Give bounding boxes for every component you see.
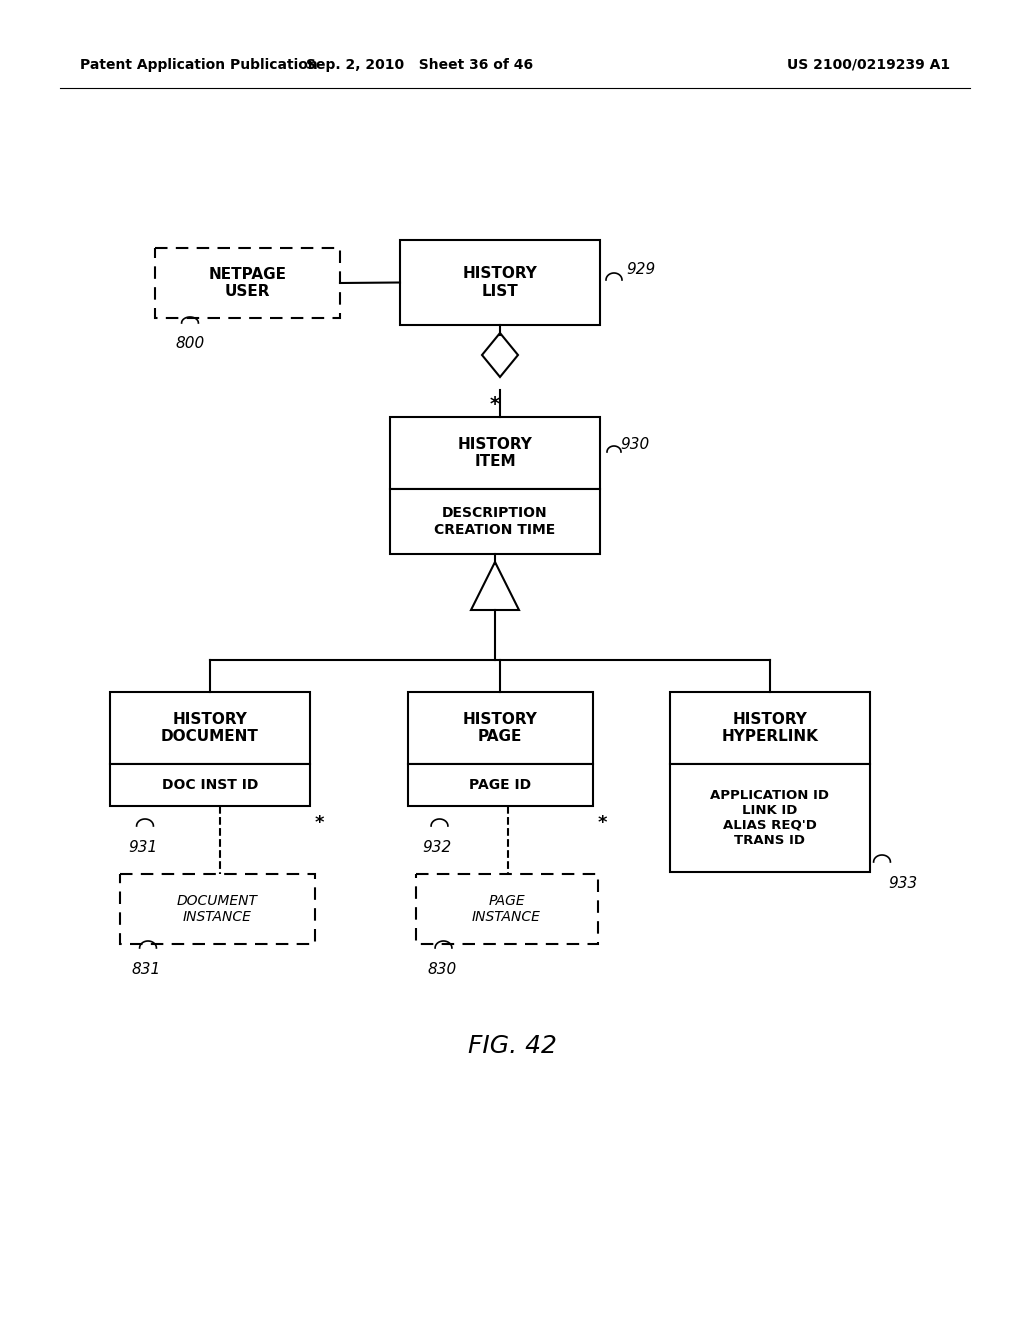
Text: HISTORY
ITEM: HISTORY ITEM: [458, 437, 532, 469]
Text: 831: 831: [132, 962, 161, 977]
Text: HISTORY
PAGE: HISTORY PAGE: [463, 711, 538, 744]
Text: *: *: [489, 395, 500, 414]
Bar: [408, 764, 593, 807]
Text: 931: 931: [128, 840, 158, 855]
Text: APPLICATION ID
LINK ID
ALIAS REQ'D
TRANS ID: APPLICATION ID LINK ID ALIAS REQ'D TRANS…: [711, 789, 829, 847]
Text: FIG. 42: FIG. 42: [468, 1034, 556, 1059]
Bar: [408, 692, 593, 764]
Polygon shape: [471, 562, 519, 610]
Bar: [155, 248, 340, 318]
Text: 830: 830: [427, 962, 457, 977]
Bar: [110, 764, 310, 807]
Text: 930: 930: [620, 437, 649, 451]
Text: 800: 800: [175, 337, 204, 351]
Bar: [390, 488, 600, 554]
Bar: [400, 240, 600, 325]
Text: Patent Application Publication: Patent Application Publication: [80, 58, 317, 73]
Text: 933: 933: [888, 876, 918, 891]
Bar: [390, 417, 600, 488]
Bar: [670, 692, 870, 764]
Bar: [110, 692, 310, 764]
Polygon shape: [482, 333, 518, 378]
Text: Sep. 2, 2010   Sheet 36 of 46: Sep. 2, 2010 Sheet 36 of 46: [306, 58, 534, 73]
Text: PAGE ID: PAGE ID: [469, 777, 531, 792]
Text: HISTORY
HYPERLINK: HISTORY HYPERLINK: [722, 711, 818, 744]
Text: DESCRIPTION
CREATION TIME: DESCRIPTION CREATION TIME: [434, 507, 556, 537]
Bar: [120, 874, 315, 944]
Text: 932: 932: [423, 840, 452, 855]
Text: DOCUMENT
INSTANCE: DOCUMENT INSTANCE: [177, 894, 258, 924]
Text: 929: 929: [626, 261, 655, 277]
Text: NETPAGE
USER: NETPAGE USER: [209, 267, 287, 300]
Text: *: *: [597, 814, 607, 832]
Text: *: *: [315, 814, 325, 832]
Bar: [670, 764, 870, 873]
Text: HISTORY
DOCUMENT: HISTORY DOCUMENT: [161, 711, 259, 744]
Text: US 2100/0219239 A1: US 2100/0219239 A1: [786, 58, 950, 73]
Text: HISTORY
LIST: HISTORY LIST: [463, 267, 538, 298]
Text: DOC INST ID: DOC INST ID: [162, 777, 258, 792]
Bar: [416, 874, 597, 944]
Text: PAGE
INSTANCE: PAGE INSTANCE: [472, 894, 541, 924]
